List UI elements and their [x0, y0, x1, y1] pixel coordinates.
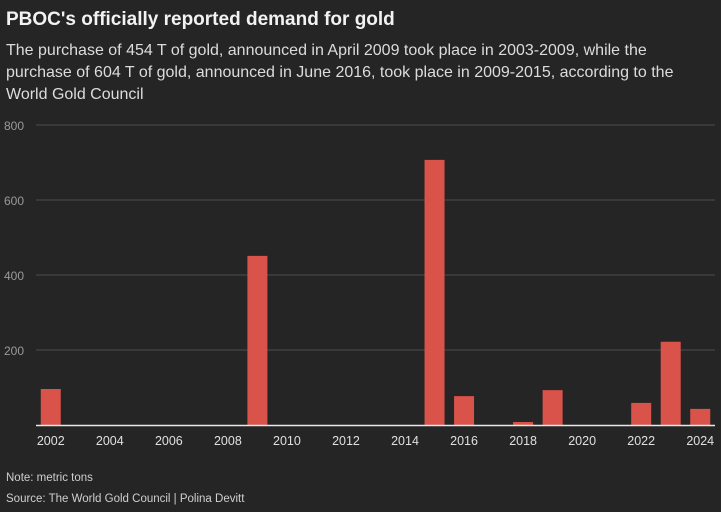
- chart-source: Source: The World Gold Council | Polina …: [6, 493, 245, 505]
- bar-2022: [631, 402, 652, 425]
- x-tick-label: 2020: [568, 434, 596, 448]
- x-tick-label: 2004: [96, 434, 124, 448]
- bar-chart: 200 400 600 800 2002 2004 2006 2008 2010 2012 2014…: [4, 119, 715, 448]
- bar-2002: [40, 389, 61, 425]
- bar-2018: [513, 422, 534, 425]
- x-tick-label: 2024: [686, 434, 714, 448]
- bar-2009: [247, 255, 268, 425]
- chart-subtitle: The purchase of 454 T of gold, announced…: [6, 42, 674, 103]
- x-tick-label: 2002: [37, 434, 65, 448]
- bar-2016: [454, 396, 475, 425]
- x-tick-label: 2010: [273, 434, 301, 448]
- y-tick-label: 600: [4, 194, 24, 208]
- bar-2023: [660, 341, 681, 425]
- chart-note: Note: metric tons: [6, 472, 93, 484]
- x-tick-label: 2022: [627, 434, 655, 448]
- x-tick-label: 2012: [332, 434, 360, 448]
- bar-2019: [542, 390, 563, 425]
- chart-title: PBOC's officially reported demand for go…: [6, 9, 395, 30]
- x-tick-label: 2006: [155, 434, 183, 448]
- x-tick-label: 2008: [214, 434, 242, 448]
- bar-2015: [424, 159, 445, 425]
- bar-2024: [690, 408, 711, 425]
- x-tick-label: 2016: [450, 434, 478, 448]
- x-tick-label: 2018: [509, 434, 537, 448]
- y-tick-label: 800: [4, 119, 24, 133]
- y-tick-label: 400: [4, 269, 24, 283]
- x-tick-label: 2014: [391, 434, 419, 448]
- y-tick-label: 200: [4, 344, 24, 358]
